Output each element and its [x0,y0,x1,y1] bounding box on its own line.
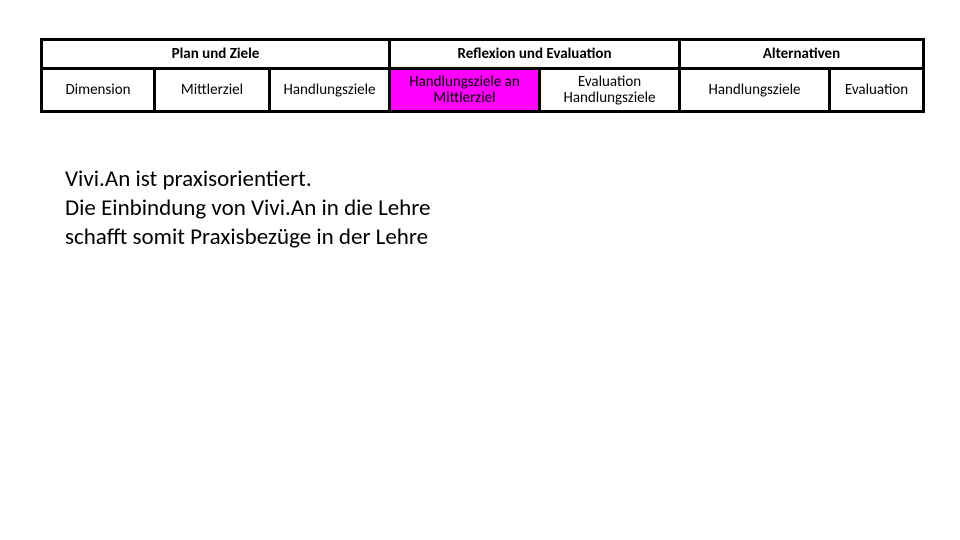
group-reflexion-und-evaluation: Reflexion und Evaluation [391,41,681,67]
col-alt-evaluation: Evaluation [831,70,922,110]
col-hand-an-line2: Mittlerziel [433,89,495,107]
body-line-1: Vivi.An ist praxisorientiert. [65,165,312,193]
col-alt-handlungsziele: Handlungsziele [681,70,831,110]
sub-header-row: Dimension Mittlerziel Handlungsziele Han… [43,70,922,110]
col-handlungsziele-an-mittlerziel: Handlungsziele an Mittlerziel [391,70,541,110]
group-alternativen: Alternativen [681,41,922,67]
header-table: Plan und Ziele Reflexion und Evaluation … [40,38,925,113]
col-eval-hand-line2: Handlungsziele [563,89,655,107]
col-dimension: Dimension [43,70,156,110]
body-line-2: Die Einbindung von Vivi.An in die Lehre [65,194,430,222]
col-evaluation-handlungsziele: Evaluation Handlungsziele [541,70,681,110]
group-plan-und-ziele: Plan und Ziele [43,41,391,67]
body-paragraph: Vivi.An ist praxisorientiert. Die Einbin… [65,165,430,251]
col-mittlerziel: Mittlerziel [156,70,271,110]
body-line-3: schafft somit Praxisbezüge in der Lehre [65,223,428,251]
col-handlungsziele: Handlungsziele [271,70,391,110]
col-hand-an-line1: Handlungsziele an [409,73,520,91]
group-header-row: Plan und Ziele Reflexion und Evaluation … [43,41,922,70]
col-eval-hand-line1: Evaluation [578,73,641,91]
